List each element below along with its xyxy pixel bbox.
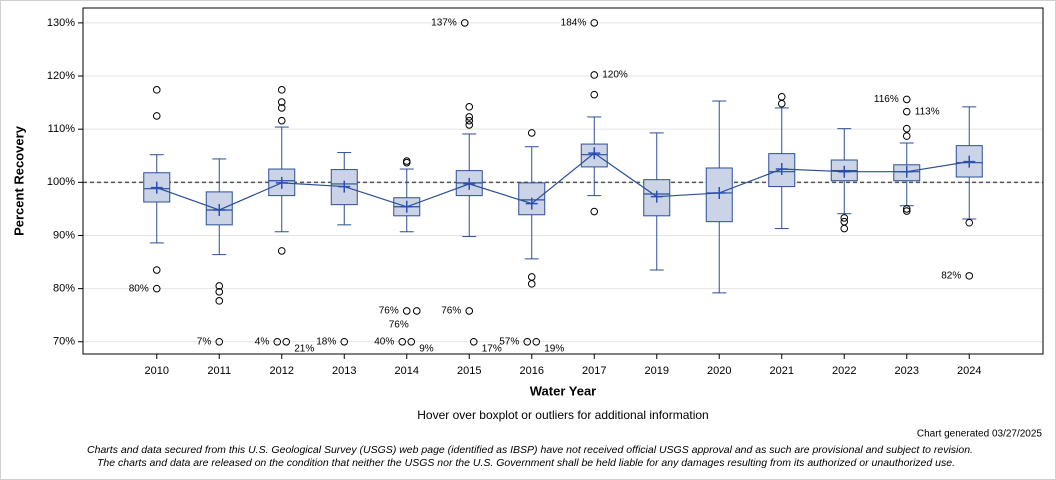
outlier [465, 103, 474, 111]
y-tick-label: 110% [48, 123, 76, 135]
x-tick-label: 2024 [957, 365, 981, 377]
outlier [215, 288, 224, 296]
outlier [215, 282, 224, 290]
outlier [152, 86, 161, 94]
outlier-label: 80% [129, 283, 149, 294]
offscale-label: 7% [197, 336, 212, 347]
offscale-outlier [532, 337, 541, 346]
outlier [777, 99, 786, 108]
outlier-label: 76% [379, 306, 399, 317]
outlier [277, 104, 286, 112]
x-tick-label: 2010 [145, 365, 169, 377]
offscale-outlier [590, 19, 599, 27]
outlier [215, 297, 224, 305]
y-tick-label: 90% [53, 229, 75, 241]
outlier [902, 132, 911, 140]
outlier [527, 129, 536, 137]
offscale-label: 57% [499, 336, 519, 347]
offscale-outlier [523, 337, 532, 346]
outlier [590, 90, 599, 99]
outlier [965, 272, 974, 280]
x-tick-label: 2019 [645, 365, 669, 377]
footnote: Charts and data secured from this U.S. G… [87, 444, 973, 456]
x-tick-label: 2023 [895, 365, 919, 377]
x-tick-label: 2017 [582, 365, 606, 377]
outlier [277, 86, 286, 94]
outlier-label: 76% [389, 320, 409, 331]
x-tick-label: 2015 [457, 365, 481, 377]
outlier [902, 207, 911, 215]
outlier [590, 71, 599, 79]
offscale-outlier [215, 337, 224, 346]
outlier [590, 207, 599, 216]
generated-date: Chart generated 03/27/2025 [917, 429, 1043, 440]
offscale-outlier [282, 337, 291, 346]
outlier-label: 82% [941, 271, 961, 282]
outlier [402, 158, 411, 167]
mean-line [156, 152, 970, 211]
offscale-label: 4% [255, 336, 270, 347]
outlier-label: 120% [602, 70, 628, 81]
offscale-label: 18% [316, 336, 336, 347]
offscale-label: 17% [482, 343, 502, 354]
outlier [465, 307, 474, 315]
outlier [402, 307, 411, 315]
offscale-outlier [460, 19, 469, 27]
x-tick-label: 2022 [832, 365, 856, 377]
x-tick-label: 2013 [332, 365, 356, 377]
x-tick-label: 2014 [395, 365, 419, 377]
y-axis-label: Percent Recovery [11, 125, 26, 236]
outlier [152, 284, 161, 293]
outlier-label: 113% [915, 106, 940, 117]
footnote: The charts and data are released on the … [97, 457, 955, 469]
box [268, 168, 296, 197]
y-tick-label: 130% [47, 17, 75, 29]
offscale-label: 40% [374, 336, 394, 347]
outlier [277, 98, 286, 106]
outlier [965, 218, 974, 227]
x-tick-label: 2020 [707, 365, 731, 377]
outlier [840, 214, 849, 222]
y-tick-label: 100% [47, 176, 75, 188]
offscale-label: 21% [294, 343, 314, 354]
outlier [902, 205, 911, 213]
y-tick-label: 70% [53, 336, 75, 348]
outlier [902, 107, 911, 116]
offscale-label: 19% [544, 343, 564, 354]
outlier [152, 112, 161, 120]
hover-note: Hover over boxplot or outliers for addit… [417, 408, 708, 422]
outlier [152, 266, 161, 274]
offscale-label: 137% [431, 18, 457, 29]
x-tick-label: 2011 [207, 365, 231, 377]
offscale-outlier [273, 337, 282, 346]
offscale-outlier [340, 337, 349, 346]
outlier [465, 121, 474, 129]
outlier [902, 124, 911, 133]
offscale-label: 9% [419, 343, 434, 354]
x-axis-label: Water Year [530, 383, 597, 398]
outlier [277, 247, 286, 255]
offscale-outlier [398, 337, 407, 346]
x-tick-label: 2016 [520, 365, 544, 377]
y-tick-label: 80% [53, 283, 75, 295]
x-tick-label: 2012 [270, 365, 294, 377]
outlier-label: 116% [874, 94, 899, 105]
outlier [412, 307, 421, 315]
outlier [277, 116, 286, 125]
outlier [902, 95, 911, 104]
outlier [527, 280, 536, 288]
outlier-label: 76% [441, 306, 461, 317]
plot-frame [82, 7, 1044, 355]
y-tick-label: 120% [47, 70, 75, 82]
offscale-outlier [469, 337, 478, 346]
x-tick-label: 2021 [770, 365, 794, 377]
outlier [840, 224, 849, 233]
offscale-outlier [407, 337, 416, 346]
outlier [465, 116, 474, 125]
outlier [465, 113, 474, 121]
offscale-label: 184% [561, 18, 587, 29]
